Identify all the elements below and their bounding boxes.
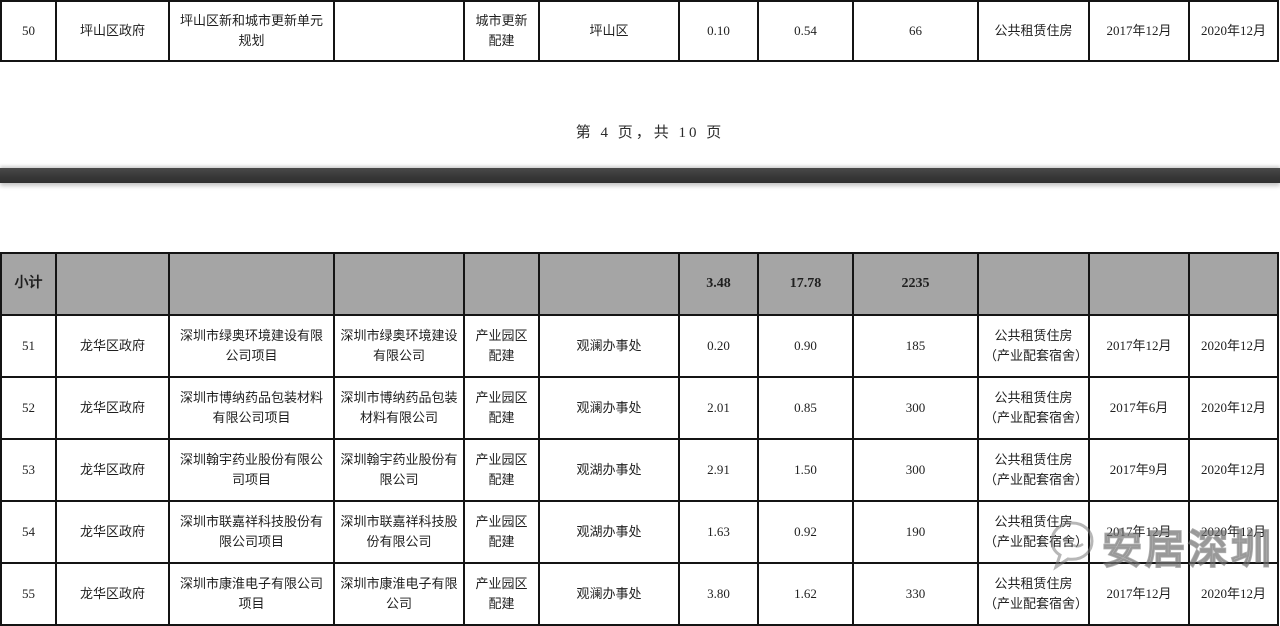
cell-company: 深圳市联嘉祥科技股份有限公司: [333, 500, 465, 564]
cell-build-type: 产业园区配建: [463, 438, 540, 502]
cell-start-date: 2017年9月: [1088, 438, 1190, 502]
cell-floor-area-subtotal: 17.78: [757, 252, 854, 316]
cell-units: 300: [852, 376, 979, 440]
cell-subtotal-label: 小计: [0, 252, 57, 316]
cell-build-type: 产业园区配建: [463, 500, 540, 564]
cell-complete-date: 2020年12月: [1188, 376, 1279, 440]
cell-build-type: 产业园区配建: [463, 314, 540, 378]
cell-complete-date: [1188, 252, 1279, 316]
cell-office: 观湖办事处: [538, 500, 680, 564]
cell-seq: 54: [0, 500, 57, 564]
cell-housing-type: [977, 252, 1090, 316]
cell-seq: 52: [0, 376, 57, 440]
cell-build-type: 产业园区配建: [463, 376, 540, 440]
cell-office: 观湖办事处: [538, 438, 680, 502]
page-separator-bar: [0, 168, 1280, 183]
table-row: 53 龙华区政府 深圳翰宇药业股份有限公司项目 深圳翰宇药业股份有限公司 产业园…: [0, 438, 1279, 502]
cell-company: 深圳市康淮电子有限公司: [333, 562, 465, 626]
cell-project: 坪山区新和城市更新单元规划: [168, 0, 335, 62]
cell-housing-type: 公共租赁住房（产业配套宿舍）: [977, 438, 1090, 502]
cell-units: 185: [852, 314, 979, 378]
cell-housing-type: 公共租赁住房（产业配套宿舍）: [977, 314, 1090, 378]
cell-company: [333, 252, 465, 316]
cell-units: 190: [852, 500, 979, 564]
cell-district-gov: 龙华区政府: [55, 562, 170, 626]
cell-district-gov: 龙华区政府: [55, 314, 170, 378]
cell-project: [168, 252, 335, 316]
cell-land-area: 2.01: [678, 376, 759, 440]
cell-seq: 53: [0, 438, 57, 502]
cell-office: 观澜办事处: [538, 562, 680, 626]
cell-project: 深圳市康淮电子有限公司项目: [168, 562, 335, 626]
cell-floor-area: 0.85: [757, 376, 854, 440]
cell-start-date: 2017年12月: [1088, 314, 1190, 378]
cell-start-date: 2017年12月: [1088, 562, 1190, 626]
cell-land-area: 2.91: [678, 438, 759, 502]
cell-district-gov: 龙华区政府: [55, 438, 170, 502]
cell-start-date: 2017年12月: [1088, 500, 1190, 564]
cell-district-gov: [55, 252, 170, 316]
cell-district-gov: 坪山区政府: [55, 0, 170, 62]
cell-land-area-subtotal: 3.48: [678, 252, 759, 316]
cell-complete-date: 2020年12月: [1188, 500, 1279, 564]
cell-land-area: 1.63: [678, 500, 759, 564]
cell-start-date: [1088, 252, 1190, 316]
cell-office: 坪山区: [538, 0, 680, 62]
cell-office: [538, 252, 680, 316]
cell-project: 深圳市联嘉祥科技股份有限公司项目: [168, 500, 335, 564]
cell-seq: 51: [0, 314, 57, 378]
cell-start-date: 2017年6月: [1088, 376, 1190, 440]
cell-project: 深圳翰宇药业股份有限公司项目: [168, 438, 335, 502]
cell-housing-type: 公共租赁住房（产业配套宿舍）: [977, 500, 1090, 564]
cell-land-area: 0.10: [678, 0, 759, 62]
cell-office: 观澜办事处: [538, 376, 680, 440]
cell-district-gov: 龙华区政府: [55, 376, 170, 440]
table-row: 52 龙华区政府 深圳市博纳药品包装材料有限公司项目 深圳市博纳药品包装材料有限…: [0, 376, 1279, 440]
cell-units: 330: [852, 562, 979, 626]
cell-floor-area: 0.90: [757, 314, 854, 378]
cell-company: 深圳市博纳药品包装材料有限公司: [333, 376, 465, 440]
cell-office: 观澜办事处: [538, 314, 680, 378]
cell-build-type: 产业园区配建: [463, 562, 540, 626]
main-table: 小计 3.48 17.78 2235 51 龙华区政府 深圳市绿奥环境建设有限公…: [0, 252, 1279, 626]
cell-floor-area: 1.62: [757, 562, 854, 626]
cell-district-gov: 龙华区政府: [55, 500, 170, 564]
cell-seq: 55: [0, 562, 57, 626]
cell-company: [333, 0, 465, 62]
cell-units-subtotal: 2235: [852, 252, 979, 316]
cell-land-area: 3.80: [678, 562, 759, 626]
page-indicator: 第 4 页，共 10 页: [575, 125, 725, 141]
cell-build-type: 城市更新配建: [463, 0, 540, 62]
cell-seq: 50: [0, 0, 57, 62]
cell-units: 66: [852, 0, 979, 62]
top-table-fragment: 50 坪山区政府 坪山区新和城市更新单元规划 城市更新配建 坪山区 0.10 0…: [0, 0, 1279, 62]
cell-company: 深圳翰宇药业股份有限公司: [333, 438, 465, 502]
cell-housing-type: 公共租赁住房: [977, 0, 1090, 62]
cell-units: 300: [852, 438, 979, 502]
table-row: 51 龙华区政府 深圳市绿奥环境建设有限公司项目 深圳市绿奥环境建设有限公司 产…: [0, 314, 1279, 378]
cell-floor-area: 0.54: [757, 0, 854, 62]
cell-start-date: 2017年12月: [1088, 0, 1190, 62]
cell-complete-date: 2020年12月: [1188, 0, 1279, 62]
table-row: 54 龙华区政府 深圳市联嘉祥科技股份有限公司项目 深圳市联嘉祥科技股份有限公司…: [0, 500, 1279, 564]
cell-complete-date: 2020年12月: [1188, 314, 1279, 378]
cell-complete-date: 2020年12月: [1188, 562, 1279, 626]
cell-project: 深圳市博纳药品包装材料有限公司项目: [168, 376, 335, 440]
table-row: 55 龙华区政府 深圳市康淮电子有限公司项目 深圳市康淮电子有限公司 产业园区配…: [0, 562, 1279, 626]
cell-housing-type: 公共租赁住房（产业配套宿舍）: [977, 562, 1090, 626]
cell-floor-area: 0.92: [757, 500, 854, 564]
table-row: 50 坪山区政府 坪山区新和城市更新单元规划 城市更新配建 坪山区 0.10 0…: [0, 0, 1279, 62]
cell-complete-date: 2020年12月: [1188, 438, 1279, 502]
subtotal-row: 小计 3.48 17.78 2235: [0, 252, 1279, 316]
cell-company: 深圳市绿奥环境建设有限公司: [333, 314, 465, 378]
cell-floor-area: 1.50: [757, 438, 854, 502]
cell-housing-type: 公共租赁住房（产业配套宿舍）: [977, 376, 1090, 440]
cell-build-type: [463, 252, 540, 316]
cell-project: 深圳市绿奥环境建设有限公司项目: [168, 314, 335, 378]
cell-land-area: 0.20: [678, 314, 759, 378]
